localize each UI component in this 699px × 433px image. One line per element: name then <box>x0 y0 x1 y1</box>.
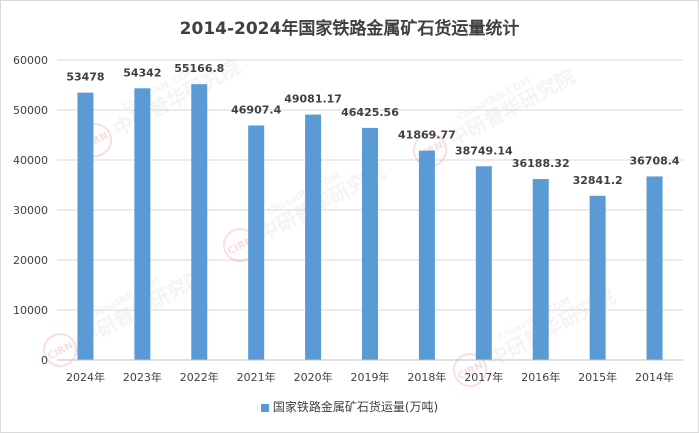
x-axis: 2024年 2023年 2022年 2021年 2020年 2019年 2018年 2017年… <box>57 359 683 384</box>
y-tick-label: 10000 <box>13 304 48 317</box>
y-tick-label: 60000 <box>13 54 48 67</box>
legend-label: 国家铁路金属矿石货运量(万吨) <box>272 400 439 414</box>
y-tick-label: 30000 <box>13 204 48 217</box>
data-label: 32841.2 <box>573 174 623 187</box>
watermark-badge: CIRN <box>46 340 75 362</box>
data-label: 46425.56 <box>341 106 399 119</box>
watermark-badge-icon <box>413 133 447 167</box>
legend-swatch <box>260 403 269 412</box>
watermark-badge-icon <box>453 353 487 387</box>
data-label: 49081.17 <box>284 93 342 106</box>
bar <box>589 195 606 360</box>
y-axis: 0 10000 20000 30000 40000 50000 60000 <box>13 54 48 367</box>
x-tick-label: 2021年 <box>237 370 276 384</box>
data-label: 36708.4 <box>629 154 679 167</box>
x-tick-label: 2020年 <box>294 370 333 384</box>
data-label: 54342 <box>123 66 161 79</box>
chart-title: 2014-2024年国家铁路金属矿石货运量统计 <box>179 19 520 39</box>
data-label: 38749.14 <box>455 144 513 157</box>
x-tick-label: 2023年 <box>123 370 162 384</box>
bar <box>362 127 378 361</box>
bar <box>77 92 94 361</box>
bar <box>532 179 549 360</box>
x-tick-label: 2022年 <box>180 370 219 384</box>
bar <box>418 150 435 360</box>
data-labels: 53478 54342 55166.8 46907.449081.1746425.56… <box>66 62 680 187</box>
bars <box>77 84 663 361</box>
y-tick-label: 40000 <box>13 154 48 167</box>
data-label: 41869.77 <box>398 129 456 142</box>
legend: 国家铁路金属矿石货运量(万吨) <box>0 398 699 415</box>
x-tick-label: 2015年 <box>578 370 617 384</box>
watermark-badge-icon <box>43 333 77 367</box>
data-label: 53478 <box>66 71 104 84</box>
bar <box>646 176 663 360</box>
bar <box>134 88 151 360</box>
x-tick-label: 2017年 <box>464 370 503 384</box>
y-tick-label: 20000 <box>13 254 48 267</box>
x-tick-label: 2014年 <box>635 370 674 384</box>
x-tick-label: 2024年 <box>66 370 105 384</box>
watermark-text: 中研普华研究院 <box>444 64 579 151</box>
bar <box>248 125 265 360</box>
y-tick-label: 0 <box>41 354 48 367</box>
x-tick-label: 2016年 <box>521 370 560 384</box>
x-tick-label: 2019年 <box>351 370 390 384</box>
bar <box>305 114 322 360</box>
bar <box>475 166 492 360</box>
data-label: 46907.4 <box>231 103 281 116</box>
data-label: 55166.8 <box>174 62 224 75</box>
data-label: 36188.32 <box>512 157 570 170</box>
x-tick-label: 2018年 <box>407 370 446 384</box>
y-tick-label: 50000 <box>13 104 48 117</box>
bar <box>191 84 208 360</box>
